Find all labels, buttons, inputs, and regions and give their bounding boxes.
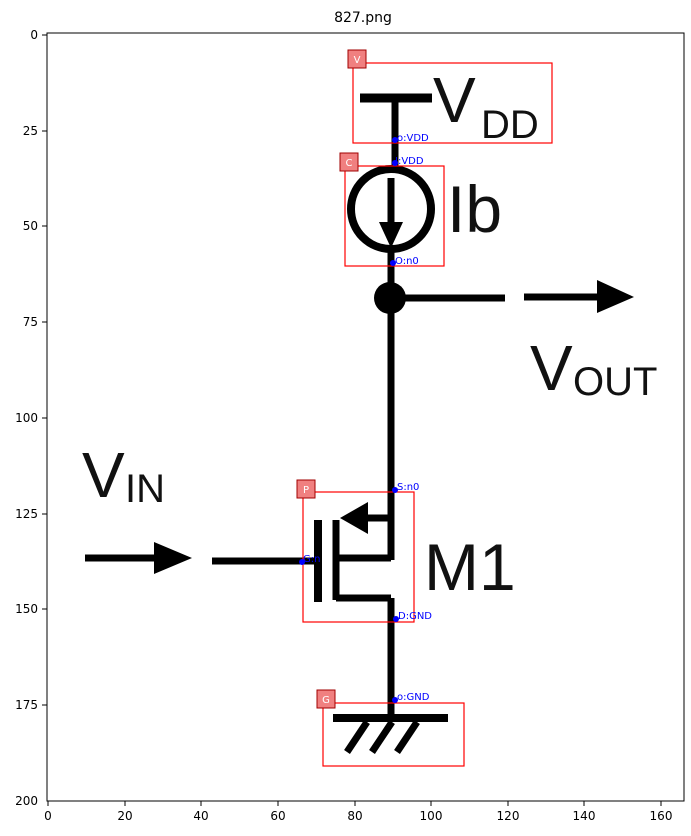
bbox-ground (322, 702, 465, 767)
bbox-current-source (344, 165, 445, 267)
svg-text:40: 40 (193, 809, 208, 823)
ground-hatch (394, 720, 420, 754)
x-tick: 160 (650, 801, 673, 823)
svg-text:80: 80 (347, 809, 362, 823)
tag-box-ground (316, 689, 336, 709)
vout-arrow-head (597, 280, 634, 313)
pin-dot (392, 697, 398, 703)
vdd-label-sub: DD (481, 103, 539, 147)
svg-text:0: 0 (44, 809, 52, 823)
figure-title: 827.png (334, 10, 392, 26)
y-tick: 150 (15, 602, 47, 616)
tag-box-pmos (296, 479, 316, 499)
pin-dot (299, 559, 305, 565)
pin-label: o:VDD (397, 133, 429, 144)
y-tick: 75 (23, 315, 47, 329)
x-tick: 140 (573, 801, 596, 823)
x-tick: 20 (117, 801, 133, 823)
y-tick: 25 (23, 124, 47, 138)
tag-pmos: P (303, 485, 309, 496)
plot-frame (46, 32, 685, 802)
pin-label: o:GND (397, 692, 430, 703)
tag-ground: G (322, 695, 330, 706)
vdd-label-main: V (433, 64, 476, 136)
pin-label: O:n0 (395, 256, 419, 267)
x-tick: 100 (420, 801, 443, 823)
y-axis: 0 25 50 75 100 125 150 175 200 (15, 28, 47, 808)
svg-text:175: 175 (15, 698, 38, 712)
pin-dot (392, 160, 398, 166)
ground-hatch (369, 720, 395, 754)
svg-text:20: 20 (117, 809, 132, 823)
svg-text:0: 0 (30, 28, 38, 42)
svg-text:150: 150 (15, 602, 38, 616)
svg-text:160: 160 (650, 809, 673, 823)
x-tick: 40 (193, 801, 209, 823)
vin-label-main: V (82, 439, 125, 511)
svg-text:100: 100 (420, 809, 443, 823)
svg-text:125: 125 (15, 507, 38, 521)
pin-dot (392, 137, 398, 143)
x-tick: 60 (270, 801, 286, 823)
x-tick: 0 (44, 801, 52, 823)
tag-box-vdd (347, 49, 367, 69)
bbox-pmos (302, 491, 415, 623)
tag-box-current-source (339, 152, 359, 172)
x-tick: 80 (347, 801, 363, 823)
pin-dot (390, 260, 396, 266)
bbox-vdd (352, 62, 553, 144)
svg-text:120: 120 (497, 809, 520, 823)
x-tick: 120 (497, 801, 520, 823)
svg-text:60: 60 (270, 809, 285, 823)
y-tick: 0 (30, 28, 47, 42)
pin-dot (392, 487, 398, 493)
y-tick: 175 (15, 698, 47, 712)
pin-label: D:GND (398, 611, 432, 622)
svg-text:140: 140 (573, 809, 596, 823)
x-axis: 0 20 40 60 80 100 120 140 160 (44, 801, 672, 823)
pin-label: G:n (303, 554, 320, 565)
svg-text:25: 25 (23, 124, 38, 138)
svg-text:200: 200 (15, 794, 38, 808)
ground-hatch (344, 720, 370, 754)
svg-text:75: 75 (23, 315, 38, 329)
pin-dot (393, 616, 399, 622)
tag-current-source: C (346, 158, 353, 169)
vin-arrow-head (154, 542, 192, 574)
vout-label-main: V (530, 332, 573, 404)
m1-label: M1 (424, 530, 516, 604)
pin-label: S:n0 (397, 482, 419, 493)
ib-label: Ib (447, 172, 502, 246)
y-tick: 100 (15, 411, 47, 425)
y-tick: 50 (23, 219, 47, 233)
schematic: V DD Ib V OUT M1 V IN (82, 64, 657, 754)
svg-text:100: 100 (15, 411, 38, 425)
pin-label: I:VDD (395, 156, 424, 167)
svg-text:50: 50 (23, 219, 38, 233)
vout-label-sub: OUT (573, 360, 657, 404)
annotations: V o:VDD C I:VDD O:n0 P S:n0 G:n D:GND G … (296, 49, 553, 767)
current-source-arrow-head (379, 222, 403, 248)
y-tick: 200 (15, 794, 38, 808)
vin-label-sub: IN (125, 467, 165, 511)
y-tick: 125 (15, 507, 47, 521)
m1-source-arrow (340, 502, 368, 534)
tag-vdd: V (354, 55, 361, 66)
